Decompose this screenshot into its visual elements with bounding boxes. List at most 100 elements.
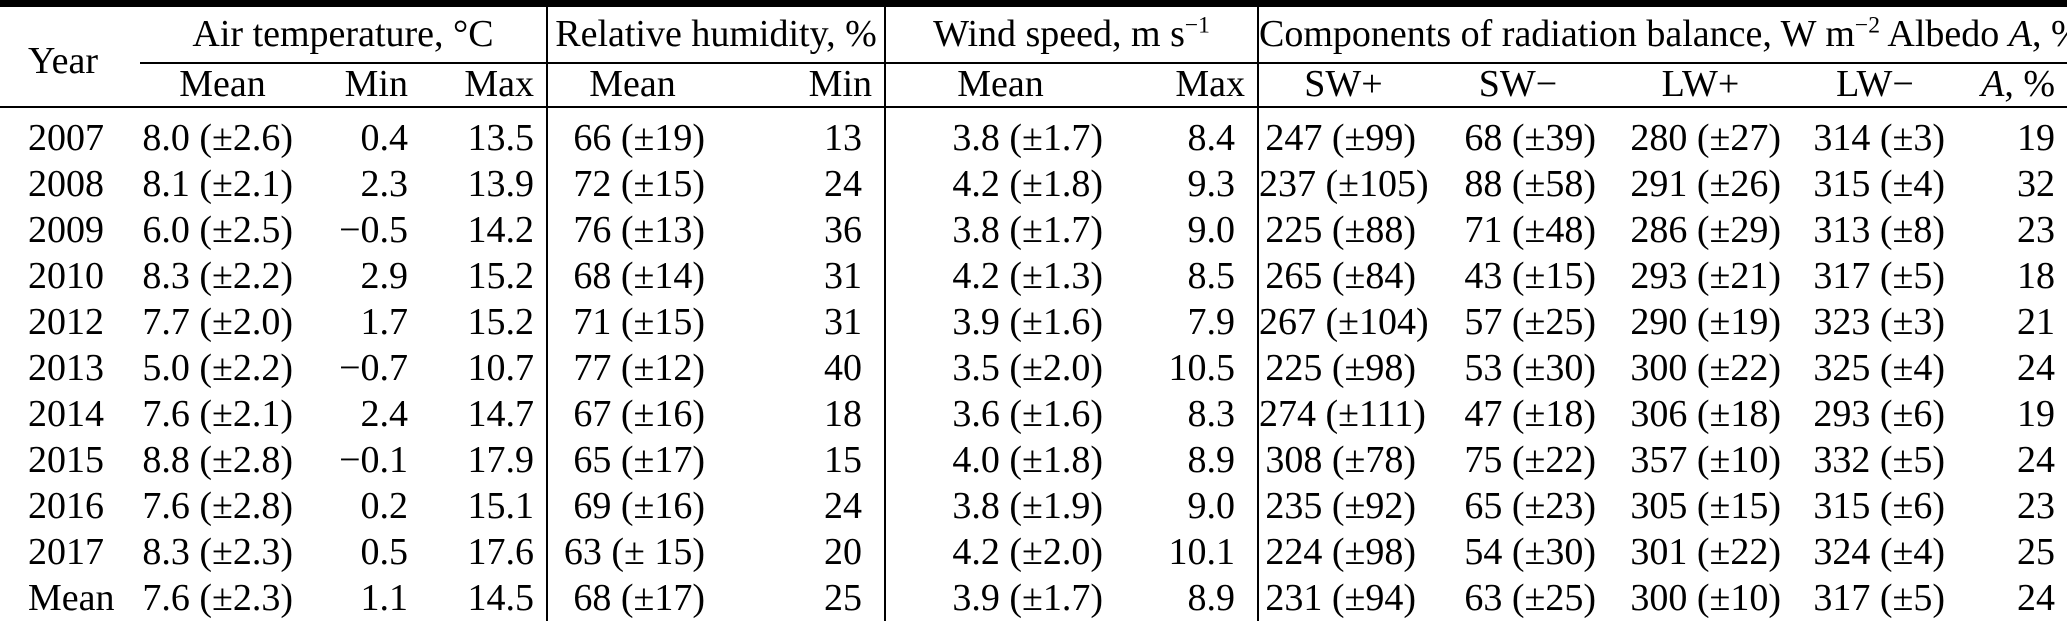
- cell-temp-min: −0.5: [339, 209, 408, 252]
- cell-humidity-mean: 77 (±12): [573, 347, 705, 390]
- cell-albedo: 25: [2017, 531, 2056, 574]
- cell-temp-mean: 8.1 (±2.1): [142, 163, 293, 206]
- cell-wind-max: 8.3: [1115, 392, 1260, 438]
- cell-humidity-mean: 72 (±15): [573, 163, 705, 206]
- cell-temp-mean: 8.3 (±2.3): [142, 531, 293, 574]
- table-row: 2015 8.8 (±2.8) −0.1 17.9 65 (±17) 15 4.…: [0, 438, 2067, 484]
- cell-humidity-min: 31: [717, 254, 887, 300]
- column-header-year: Year: [0, 3, 140, 108]
- cell-temp-mean: 7.6 (±2.1): [142, 393, 293, 436]
- cell-albedo: 19: [2017, 393, 2056, 436]
- cell-lw-minus: 324 (±4): [1813, 531, 1946, 574]
- cell-lw-plus: 290 (±19): [1630, 301, 1782, 344]
- cell-wind-mean: 3.8 (±1.7): [952, 117, 1104, 160]
- cell-humidity-mean: 66 (±19): [573, 117, 705, 160]
- cell-temp-min: −0.7: [339, 347, 408, 390]
- column-header-humidity-mean: Mean: [547, 63, 717, 108]
- cell-sw-minus: 68 (±39): [1464, 117, 1597, 160]
- cell-year: 2017: [28, 531, 104, 574]
- cell-sw-plus: 224 (±98): [1265, 531, 1417, 574]
- cell-year: 2009: [28, 209, 104, 252]
- cell-lw-minus: 317 (±5): [1813, 255, 1946, 298]
- albedo-symbol: A: [2008, 12, 2032, 55]
- cell-temp-mean: 8.3 (±2.2): [142, 255, 293, 298]
- cell-wind-mean: 4.0 (±1.8): [952, 439, 1104, 482]
- cell-albedo: 23: [2017, 485, 2056, 528]
- cell-humidity-min: 13: [717, 107, 887, 162]
- cell-wind-max: 8.4: [1115, 107, 1260, 162]
- wind-speed-exponent: −1: [1184, 11, 1210, 38]
- relative-humidity-label: Relative humidity, %: [555, 12, 877, 55]
- column-header-sw-plus: SW+: [1258, 63, 1429, 108]
- cell-sw-minus: 88 (±58): [1464, 163, 1597, 206]
- cell-sw-minus: 43 (±15): [1464, 255, 1597, 298]
- cell-wind-mean: 3.6 (±1.6): [952, 393, 1104, 436]
- cell-year: Mean: [28, 577, 115, 620]
- cell-humidity-min: 36: [717, 208, 887, 254]
- column-header-wind-mean: Mean: [885, 63, 1116, 108]
- cell-wind-max: 7.9: [1115, 300, 1260, 346]
- cell-temp-max: 17.6: [420, 530, 548, 576]
- cell-lw-minus: 314 (±3): [1813, 117, 1946, 160]
- table-row: 2013 5.0 (±2.2) −0.7 10.7 77 (±12) 40 3.…: [0, 346, 2067, 392]
- column-header-wind-max: Max: [1115, 63, 1260, 108]
- cell-temp-max: 10.7: [420, 346, 548, 392]
- group-header-row: Year Air temperature, °C Relative humidi…: [0, 3, 2067, 108]
- cell-year: 2014: [28, 393, 104, 436]
- group-header-relative-humidity: Relative humidity, %: [547, 3, 887, 64]
- albedo-label-prefix: Albedo: [1879, 12, 2009, 55]
- cell-humidity-min: 20: [717, 530, 887, 576]
- cell-year: 2008: [28, 163, 104, 206]
- cell-wind-max: 8.9: [1115, 576, 1260, 621]
- cell-wind-mean: 3.8 (±1.9): [952, 485, 1104, 528]
- cell-sw-plus: 225 (±88): [1265, 209, 1417, 252]
- cell-sw-plus: 235 (±92): [1265, 485, 1417, 528]
- cell-wind-mean: 3.5 (±2.0): [952, 347, 1104, 390]
- cell-wind-mean: 3.9 (±1.6): [952, 301, 1104, 344]
- cell-temp-max: 13.5: [420, 107, 548, 162]
- cell-temp-max: 15.2: [420, 300, 548, 346]
- cell-wind-mean: 3.8 (±1.7): [952, 209, 1104, 252]
- cell-temp-max: 14.2: [420, 208, 548, 254]
- cell-lw-plus: 300 (±22): [1630, 347, 1782, 390]
- cell-temp-mean: 8.0 (±2.6): [142, 117, 293, 160]
- cell-temp-max: 14.7: [420, 392, 548, 438]
- cell-humidity-mean: 68 (±14): [573, 255, 705, 298]
- table-row: 2009 6.0 (±2.5) −0.5 14.2 76 (±13) 36 3.…: [0, 208, 2067, 254]
- cell-sw-plus: 247 (±99): [1265, 117, 1417, 160]
- cell-wind-mean: 4.2 (±1.8): [952, 163, 1104, 206]
- cell-lw-plus: 305 (±15): [1630, 485, 1782, 528]
- cell-humidity-min: 15: [717, 438, 887, 484]
- cell-lw-plus: 286 (±29): [1630, 209, 1782, 252]
- cell-humidity-min: 24: [717, 162, 887, 208]
- radiation-label: Components of radiation balance, W m: [1259, 12, 1855, 55]
- cell-wind-mean: 3.9 (±1.7): [952, 577, 1104, 620]
- cell-lw-minus: 323 (±3): [1813, 301, 1946, 344]
- cell-humidity-mean: 69 (±16): [573, 485, 705, 528]
- cell-sw-minus: 54 (±30): [1464, 531, 1597, 574]
- cell-temp-max: 15.2: [420, 254, 548, 300]
- column-header-lw-minus: LW−: [1793, 63, 1958, 108]
- cell-humidity-min: 25: [717, 576, 887, 621]
- cell-sw-plus: 237 (±105): [1259, 163, 1429, 206]
- cell-albedo: 18: [2017, 255, 2056, 298]
- cell-year: 2010: [28, 255, 104, 298]
- cell-wind-max: 9.0: [1115, 208, 1260, 254]
- cell-sw-minus: 75 (±22): [1464, 439, 1597, 482]
- cell-humidity-mean: 76 (±13): [573, 209, 705, 252]
- cell-temp-mean: 8.8 (±2.8): [142, 439, 293, 482]
- cell-temp-min: 0.5: [360, 531, 409, 574]
- cell-lw-plus: 280 (±27): [1630, 117, 1782, 160]
- column-header-temp-min: Min: [305, 63, 420, 108]
- column-header-temp-mean: Mean: [140, 63, 305, 108]
- albedo-column-suffix: , %: [2004, 63, 2056, 106]
- radiation-exponent: −2: [1854, 11, 1880, 38]
- cell-lw-plus: 306 (±18): [1630, 393, 1782, 436]
- cell-albedo: 21: [2017, 301, 2056, 344]
- cell-temp-max: 15.1: [420, 484, 548, 530]
- cell-sw-minus: 57 (±25): [1464, 301, 1597, 344]
- cell-lw-minus: 293 (±6): [1813, 393, 1946, 436]
- table-header: Year Air temperature, °C Relative humidi…: [0, 3, 2067, 108]
- cell-wind-max: 9.0: [1115, 484, 1260, 530]
